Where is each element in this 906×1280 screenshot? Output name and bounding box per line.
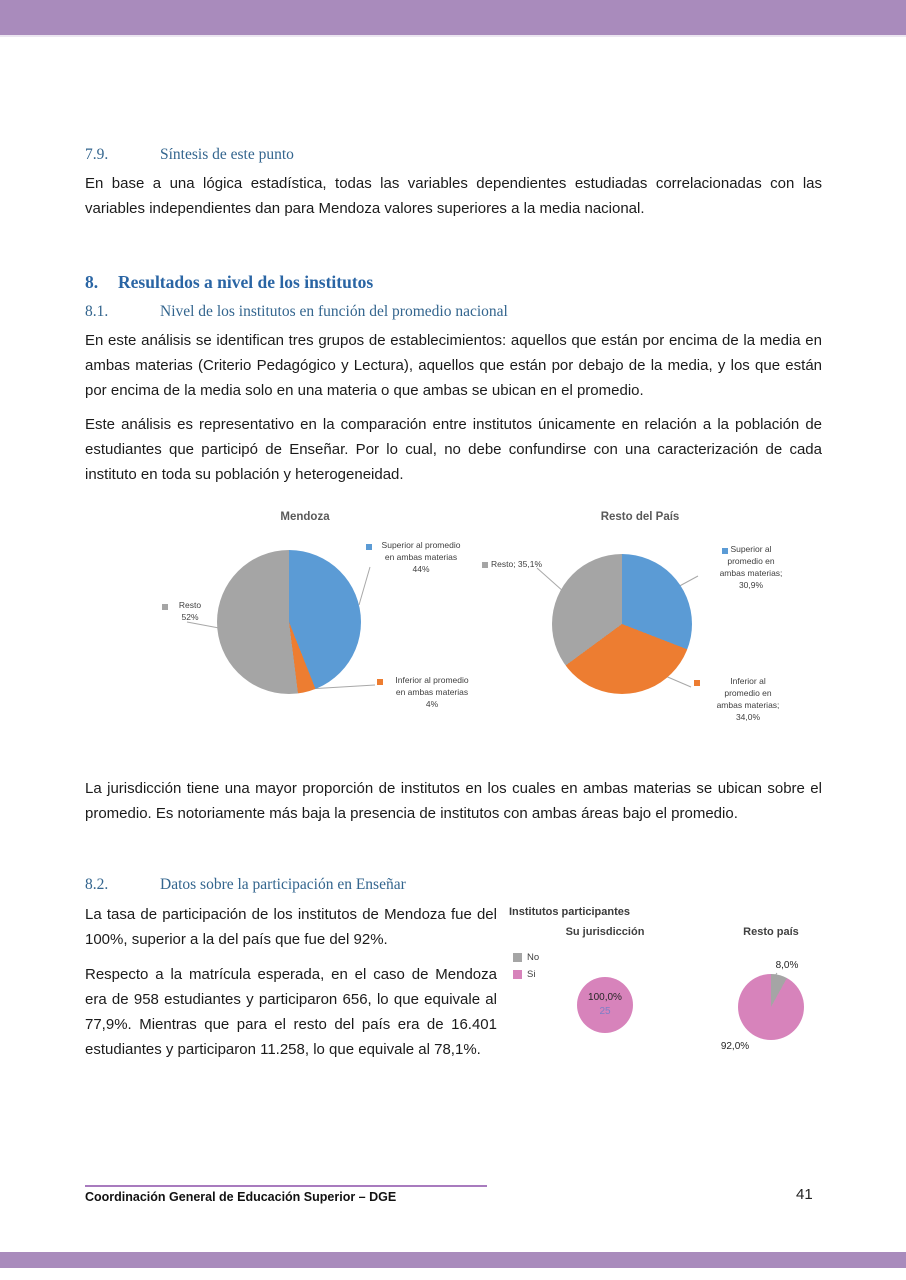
resto-pais-pie [738,974,804,1040]
paragraph-8-1-a: En este análisis se identifican tres gru… [85,332,822,399]
top-bar [0,0,906,37]
pie-label-superior: Superior al promedio en ambas materias 4… [381,540,461,574]
chart-title: Resto del País [600,511,680,523]
participation-charts: Institutos participantes Su jurisdicción… [505,900,850,1075]
legend-item-si: Si [513,969,535,980]
legend-swatch-inferior [377,679,383,685]
mendoza-pie [217,550,361,694]
heading-title: Datos sobre la participación en Enseñar [160,876,406,893]
participation-group-title: Institutos participantes [509,906,631,918]
resto-pais-si-label: 92,0% [720,1041,750,1052]
jurisdiccion-chart-title: Su jurisdicción [565,926,645,938]
bottom-bar [0,1252,906,1268]
section-8-heading: 8. Resultados a nivel de los institutos [85,272,822,293]
legend-label-no: No [527,952,540,963]
section-8-2-heading: 8.2. Datos sobre la participación en Ens… [85,876,822,894]
legend-label-si: Si [527,969,536,980]
legend-item-no: No [513,952,539,963]
legend-swatch-no [513,953,522,962]
heading-title: Síntesis de este punto [160,146,294,163]
paragraph-8-2-a: La tasa de participación de los institut… [85,906,497,948]
legend-swatch-si [513,970,522,979]
paragraph-8-1-b: Este análisis es representativo en la co… [85,416,822,483]
heading-number: 8.1. [85,303,109,320]
paragraph-8-1-conclusion: La jurisdicción tiene una mayor proporci… [85,780,822,822]
chart-title: Mendoza [280,511,330,523]
heading-title: Nivel de los institutos en función del p… [160,303,508,320]
legend-swatch-superior [366,544,372,550]
legend-swatch-resto [162,604,168,610]
page-number: 41 [796,1186,813,1203]
section-8-1-heading: 8.1. Nivel de los institutos en función … [85,303,822,321]
paragraph-7-9: En base a una lógica estadística, todas … [85,175,822,217]
resto-del-pais-pie [552,554,692,694]
resto-pais-chart-title: Resto país [743,926,799,938]
jurisdiccion-pct-label: 100,0% [588,992,622,1003]
pie-label-resto: Resto; 35,1% [491,559,543,569]
pie-label-superior: Superior al promedio en ambas materias; … [719,544,783,590]
legend-swatch-inferior [694,680,700,686]
section-7-9-heading: 7.9. Síntesis de este punto [85,146,822,164]
legend-swatch-resto [482,562,488,568]
pie-label-resto: Resto 52% [178,600,202,622]
footer-text: Coordinación General de Educación Superi… [85,1190,397,1204]
jurisdiccion-count-label: 25 [599,1006,611,1017]
jurisdiccion-pie [577,977,633,1033]
legend-swatch-superior [722,548,728,554]
heading-number: 8.2. [85,876,109,893]
paragraph-8-2-b: Respecto a la matrícula esperada, en el … [85,966,497,1058]
heading-number: 7.9. [85,146,109,163]
mendoza-pie-chart: Mendoza Superior al promedio en ambas ma… [140,505,470,750]
footer-rule [85,1185,487,1187]
resto-pais-no-label: 8,0% [775,960,799,971]
pie-label-inferior: Inferior al promedio en ambas materias; … [716,676,780,722]
resto-del-pais-pie-chart: Resto del País Resto; 35,1% Superior al … [460,505,820,750]
pie-label-inferior: Inferior al promedio en ambas materias 4… [395,675,469,709]
heading-number: 8. [85,272,99,292]
heading-title: Resultados a nivel de los institutos [118,272,374,292]
